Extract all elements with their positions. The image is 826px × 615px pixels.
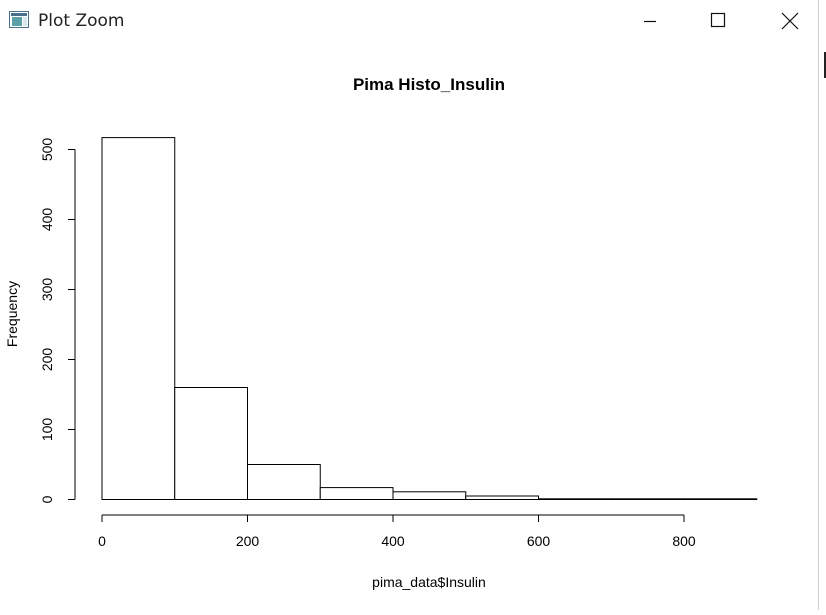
close-button[interactable] (766, 6, 812, 36)
window-right-edge (818, 0, 826, 610)
y-tick-label-400: 400 (39, 208, 55, 232)
maximize-button[interactable] (695, 6, 741, 36)
x-tick-label-800: 800 (672, 533, 696, 549)
chart-title: Pima Histo_Insulin (353, 75, 505, 94)
title-bar: Plot Zoom (0, 0, 826, 42)
minimize-icon (644, 20, 656, 23)
y-tick-label-200: 200 (39, 348, 55, 372)
y-tick-label-0: 0 (39, 495, 55, 503)
y-tick-label-300: 300 (39, 278, 55, 302)
x-tick-label-200: 200 (236, 533, 260, 549)
histogram-bar-4 (392, 491, 467, 500)
close-icon (781, 12, 799, 30)
y-tick-label-500: 500 (39, 138, 55, 162)
histogram-bar-3 (319, 487, 394, 501)
histogram-bar-0 (101, 137, 176, 500)
y-axis-label: Frequency (4, 281, 20, 347)
minimize-button[interactable] (627, 6, 673, 36)
x-axis-label: pima_data$Insulin (372, 574, 486, 590)
window-title: Plot Zoom (38, 11, 125, 31)
x-tick-label-0: 0 (98, 533, 106, 549)
plot-area: Pima Histo_Insulin 0 200 400 600 800 0 100 200… (0, 42, 818, 610)
histogram-chart: Pima Histo_Insulin 0 200 400 600 800 0 100 200… (4, 75, 758, 590)
bars-group (101, 137, 758, 501)
maximize-icon (710, 12, 726, 28)
histogram-bar-1 (174, 387, 248, 500)
histogram-bar-5 (465, 495, 539, 500)
plot-window-icon (9, 11, 29, 28)
y-axis: 0 100 200 300 400 500 (39, 138, 76, 503)
histogram-bar-6 (538, 498, 612, 500)
x-axis: 0 200 400 600 800 (98, 514, 696, 549)
x-tick-label-400: 400 (381, 533, 405, 549)
histogram-bar-8 (683, 498, 758, 500)
y-tick-label-100: 100 (39, 418, 55, 442)
histogram-bar-7 (610, 498, 685, 500)
x-tick-label-600: 600 (527, 533, 551, 549)
histogram-bar-2 (247, 464, 321, 500)
